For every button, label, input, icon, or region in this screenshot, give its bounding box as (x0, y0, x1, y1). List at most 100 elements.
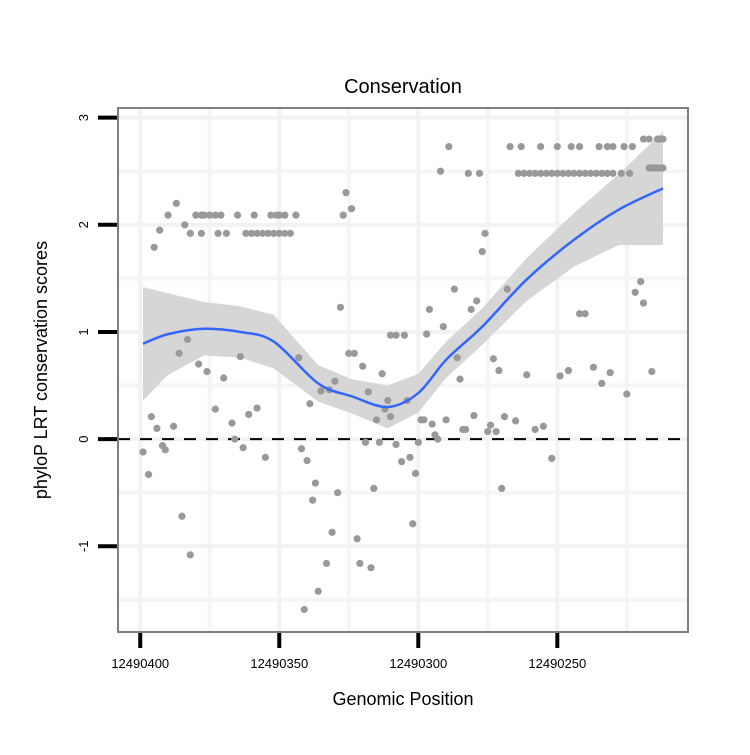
x-axis-ticks: 12490400 12490350 12490300 12490250 (111, 633, 586, 671)
data-point (411, 469, 420, 478)
data-point (564, 366, 573, 375)
data-point (170, 422, 178, 430)
data-point (556, 372, 564, 380)
data-point (598, 169, 606, 177)
data-point (236, 353, 244, 361)
data-point (275, 229, 283, 237)
data-point (570, 169, 578, 177)
data-point (181, 221, 189, 229)
data-point (603, 169, 611, 177)
x-axis-label: Genomic Position (332, 689, 473, 709)
data-point (242, 229, 250, 237)
data-point (303, 456, 311, 465)
data-point (200, 211, 208, 219)
data-point (564, 169, 573, 177)
data-point (334, 489, 342, 497)
data-point (161, 446, 169, 454)
data-point (486, 421, 495, 429)
data-point (175, 349, 183, 357)
data-point (197, 229, 206, 237)
data-point (217, 211, 225, 219)
data-point (247, 229, 256, 237)
data-point (258, 229, 267, 237)
data-point (537, 169, 545, 177)
data-point (514, 169, 522, 177)
data-point (553, 169, 561, 177)
data-point (645, 135, 653, 143)
data-point (253, 229, 261, 237)
data-point (639, 135, 648, 143)
data-point (372, 416, 381, 424)
data-point (548, 454, 556, 463)
data-point (286, 229, 294, 237)
data-point (628, 142, 636, 151)
data-point (386, 413, 395, 421)
data-point (623, 390, 631, 398)
data-point (292, 211, 300, 219)
data-point (150, 243, 158, 251)
data-point (317, 387, 325, 395)
data-point (631, 288, 639, 296)
data-point (231, 435, 239, 443)
data-point (626, 169, 634, 177)
data-point (331, 377, 339, 385)
data-point (470, 411, 478, 420)
data-point (370, 484, 378, 493)
data-point (195, 360, 203, 368)
data-point (481, 229, 489, 237)
data-point (456, 375, 464, 383)
data-point (548, 169, 556, 177)
data-point (228, 419, 236, 427)
data-point (156, 226, 164, 234)
data-point (264, 229, 272, 237)
data-point (500, 413, 509, 421)
data-point (281, 229, 289, 237)
y-tick-label: -1 (76, 540, 91, 552)
data-point (297, 445, 306, 453)
data-point (353, 535, 361, 543)
data-point (467, 305, 475, 314)
data-point (575, 169, 584, 177)
data-point (492, 428, 500, 436)
data-point (359, 362, 367, 370)
data-point (281, 211, 289, 219)
y-tick-label: 1 (76, 328, 91, 335)
data-point (245, 410, 253, 419)
data-point (539, 422, 548, 430)
y-axis-label: phyloP LRT conservation scores (31, 241, 51, 499)
data-point (461, 425, 470, 434)
data-point (350, 349, 358, 357)
data-point (648, 368, 656, 376)
data-point (553, 142, 561, 151)
data-point (164, 211, 172, 219)
data-point (342, 189, 350, 197)
data-point (392, 331, 400, 339)
data-point (345, 349, 353, 357)
data-point (464, 169, 472, 177)
data-point (436, 167, 445, 175)
data-point (506, 142, 514, 151)
data-point (434, 435, 442, 443)
data-point (239, 444, 247, 452)
data-point (445, 142, 453, 151)
data-point (575, 310, 584, 318)
data-point (659, 135, 667, 143)
data-point (309, 496, 317, 504)
plot-frame (117, 107, 689, 633)
data-point (420, 416, 428, 424)
data-point (233, 211, 242, 219)
y-tick-label: 0 (76, 435, 91, 442)
data-point (178, 512, 186, 520)
smooth-line (142, 187, 664, 409)
data-point (581, 169, 589, 177)
data-point (214, 229, 222, 237)
data-point (211, 211, 219, 219)
data-point (537, 142, 545, 151)
data-point (261, 453, 269, 461)
data-point (220, 374, 228, 382)
data-point (311, 479, 320, 487)
data-point (531, 425, 539, 434)
data-point (523, 371, 531, 379)
data-point (295, 354, 303, 362)
data-point (587, 169, 595, 177)
